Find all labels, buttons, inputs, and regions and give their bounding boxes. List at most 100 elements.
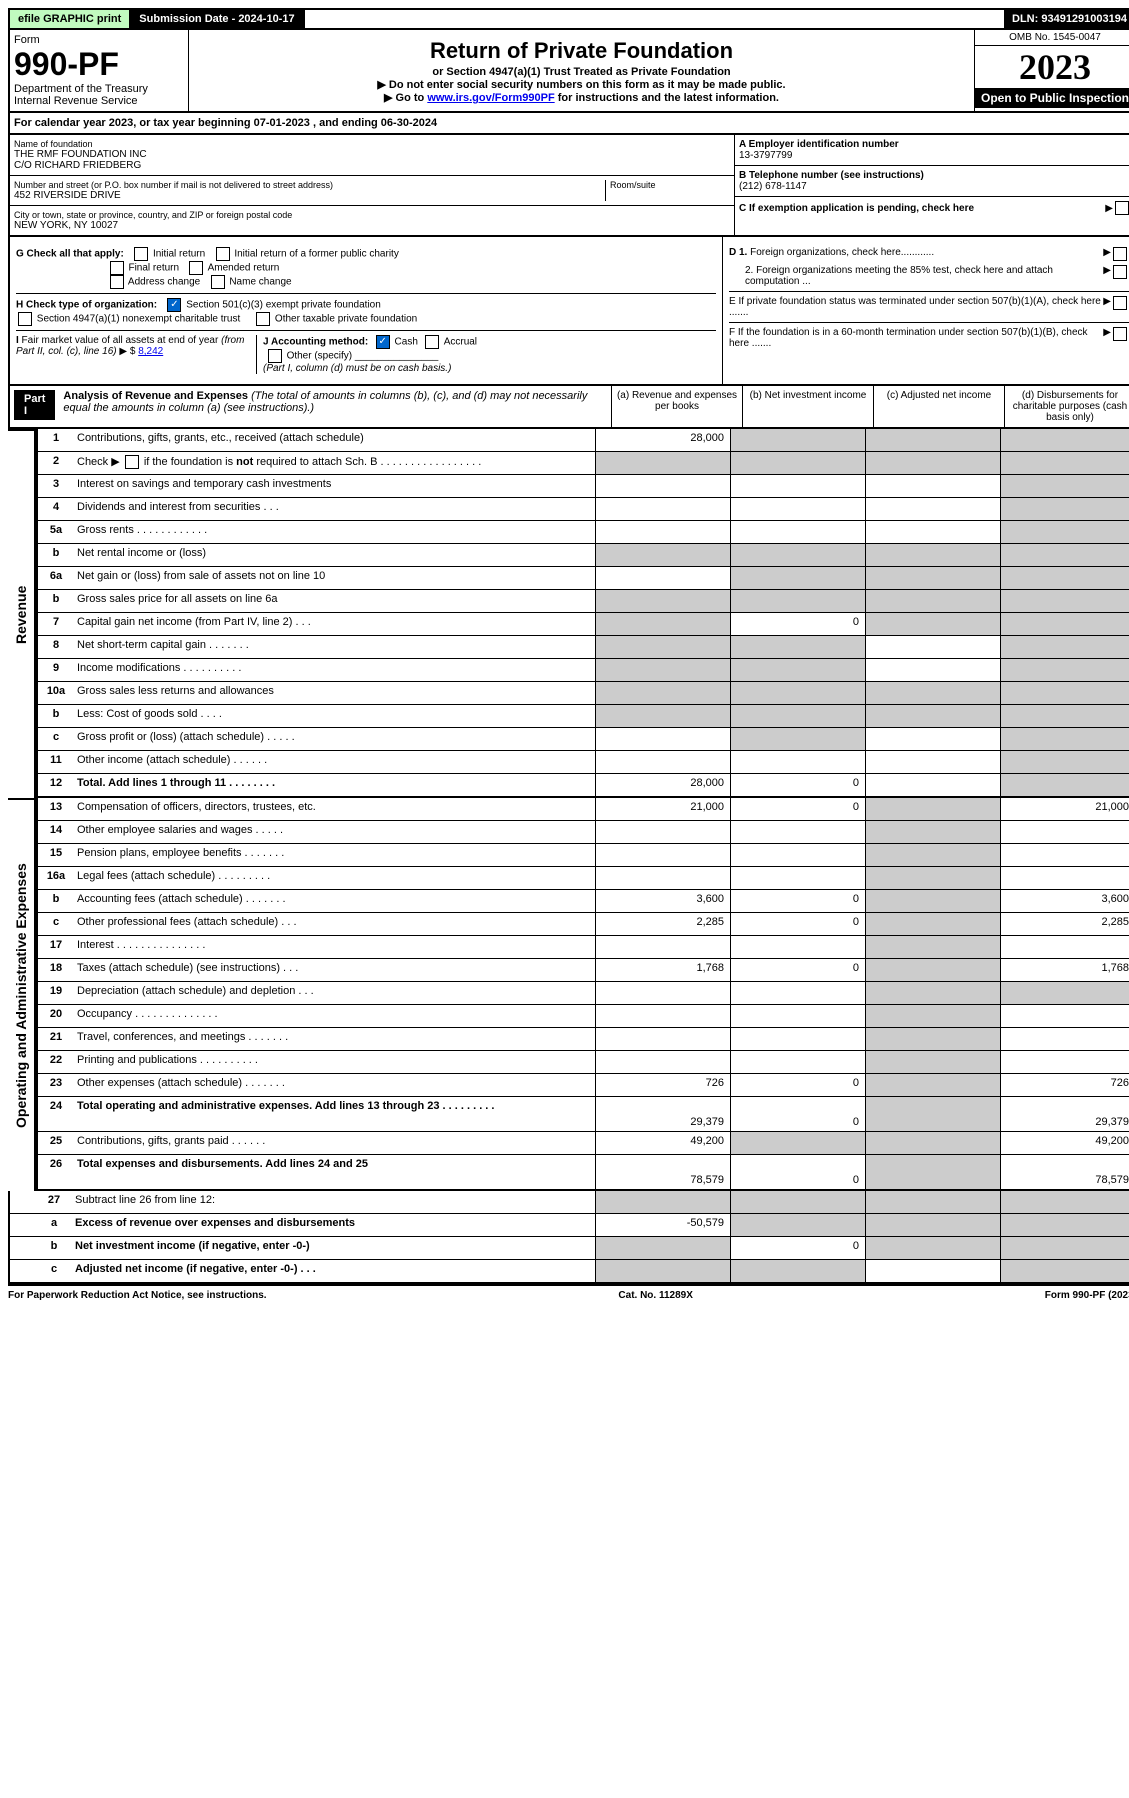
form-header: Form 990-PF Department of the Treasury I…	[8, 30, 1129, 113]
e-checkbox[interactable]	[1113, 296, 1127, 310]
efile-print-button[interactable]: efile GRAPHIC print	[10, 10, 131, 28]
checks-section: G Check all that apply: Initial return I…	[8, 237, 1129, 386]
line-24: 24Total operating and administrative exp…	[36, 1097, 1129, 1132]
form-title: Return of Private Foundation	[197, 38, 966, 64]
line-8: 8Net short-term capital gain . . . . . .…	[36, 636, 1129, 659]
footer: For Paperwork Reduction Act Notice, see …	[8, 1284, 1129, 1305]
g-addr-checkbox[interactable]	[110, 275, 124, 289]
g-initial-former-checkbox[interactable]	[216, 247, 230, 261]
j-cash-checkbox[interactable]	[376, 335, 390, 349]
form-footer: Form 990-PF (2023)	[1045, 1290, 1129, 1301]
line-6a: 6aNet gain or (loss) from sale of assets…	[36, 567, 1129, 590]
d1-label: Foreign organizations, check here.......…	[750, 247, 934, 258]
line-12: 12Total. Add lines 1 through 11 . . . . …	[36, 774, 1129, 798]
dept-label: Department of the Treasury	[14, 83, 184, 95]
phone-label: B Telephone number (see instructions)	[739, 170, 1129, 181]
line-16a: 16aLegal fees (attach schedule) . . . . …	[36, 867, 1129, 890]
line-13: 13Compensation of officers, directors, t…	[36, 798, 1129, 821]
line-23: 23Other expenses (attach schedule) . . .…	[36, 1074, 1129, 1097]
line-5b: bNet rental income or (loss)	[36, 544, 1129, 567]
line-22: 22Printing and publications . . . . . . …	[36, 1051, 1129, 1074]
d2-checkbox[interactable]	[1113, 265, 1127, 279]
c-checkbox[interactable]	[1115, 201, 1129, 215]
line-26: 26Total expenses and disbursements. Add …	[36, 1155, 1129, 1191]
h-row: H Check type of organization: Section 50…	[16, 293, 716, 326]
f-label: F If the foundation is in a 60-month ter…	[729, 327, 1103, 349]
omb-number: OMB No. 1545-0047	[975, 30, 1129, 46]
j-other-checkbox[interactable]	[268, 349, 282, 363]
line-15: 15Pension plans, employee benefits . . .…	[36, 844, 1129, 867]
g-name-checkbox[interactable]	[211, 275, 225, 289]
foundation-name1: THE RMF FOUNDATION INC	[14, 149, 730, 160]
h-4947-checkbox[interactable]	[18, 312, 32, 326]
addr-label: Number and street (or P.O. box number if…	[14, 180, 605, 190]
line2-checkbox[interactable]	[125, 455, 139, 469]
line-17: 17Interest . . . . . . . . . . . . . . .	[36, 936, 1129, 959]
line-11: 11Other income (attach schedule) . . . .…	[36, 751, 1129, 774]
i-value[interactable]: 8,242	[138, 346, 163, 357]
submission-date: Submission Date - 2024-10-17	[131, 10, 304, 28]
line-27: 27Subtract line 26 from line 12:	[8, 1191, 1129, 1214]
h-501c3-checkbox[interactable]	[167, 298, 181, 312]
opex-section: Operating and Administrative Expenses 13…	[8, 798, 1129, 1191]
line-10a: 10aGross sales less returns and allowanc…	[36, 682, 1129, 705]
form-note1: ▶ Do not enter social security numbers o…	[195, 78, 968, 91]
j-accrual-checkbox[interactable]	[425, 335, 439, 349]
foundation-addr: 452 RIVERSIDE DRIVE	[14, 190, 605, 201]
e-label: E If private foundation status was termi…	[729, 296, 1103, 318]
pra-notice: For Paperwork Reduction Act Notice, see …	[8, 1290, 267, 1301]
d2-label: 2. Foreign organizations meeting the 85%…	[729, 265, 1103, 287]
line-2: 2Check ▶ if the foundation is not requir…	[36, 452, 1129, 475]
line-10c: cGross profit or (loss) (attach schedule…	[36, 728, 1129, 751]
col-d-header: (d) Disbursements for charitable purpose…	[1004, 386, 1129, 427]
form-label: Form	[14, 34, 184, 46]
dln: DLN: 93491291003194	[1004, 10, 1129, 28]
line-3: 3Interest on savings and temporary cash …	[36, 475, 1129, 498]
foundation-name2: C/O RICHARD FRIEDBERG	[14, 160, 730, 171]
phone-value: (212) 678-1147	[739, 181, 1129, 192]
d1-checkbox[interactable]	[1113, 247, 1127, 261]
open-public-badge: Open to Public Inspection	[975, 88, 1129, 108]
line-20: 20Occupancy . . . . . . . . . . . . . .	[36, 1005, 1129, 1028]
opex-side-label: Operating and Administrative Expenses	[8, 798, 36, 1191]
line-27a: aExcess of revenue over expenses and dis…	[8, 1214, 1129, 1237]
f-checkbox[interactable]	[1113, 327, 1127, 341]
g-amended-checkbox[interactable]	[189, 261, 203, 275]
city-label: City or town, state or province, country…	[14, 210, 730, 220]
line-7: 7Capital gain net income (from Part IV, …	[36, 613, 1129, 636]
c-label: C If exemption application is pending, c…	[739, 203, 1105, 214]
form-subtitle: or Section 4947(a)(1) Trust Treated as P…	[195, 66, 968, 78]
line-4: 4Dividends and interest from securities …	[36, 498, 1129, 521]
foundation-city: NEW YORK, NY 10027	[14, 220, 730, 231]
line-6b: bGross sales price for all assets on lin…	[36, 590, 1129, 613]
tax-year: 2023	[975, 46, 1129, 88]
irs-label: Internal Revenue Service	[14, 95, 184, 107]
part1-badge: Part I	[14, 390, 55, 420]
line-5a: 5aGross rents . . . . . . . . . . . .	[36, 521, 1129, 544]
g-final-checkbox[interactable]	[110, 261, 124, 275]
foundation-info: Name of foundation THE RMF FOUNDATION IN…	[8, 135, 1129, 237]
line-9: 9Income modifications . . . . . . . . . …	[36, 659, 1129, 682]
h-other-tax-checkbox[interactable]	[256, 312, 270, 326]
irs-link[interactable]: www.irs.gov/Form990PF	[427, 92, 554, 104]
col-b-header: (b) Net investment income	[742, 386, 873, 427]
line-19: 19Depreciation (attach schedule) and dep…	[36, 982, 1129, 1005]
g-initial-checkbox[interactable]	[134, 247, 148, 261]
top-bar: efile GRAPHIC print Submission Date - 20…	[8, 8, 1129, 30]
line-25: 25Contributions, gifts, grants paid . . …	[36, 1132, 1129, 1155]
line-27c: cAdjusted net income (if negative, enter…	[8, 1260, 1129, 1284]
line-18: 18Taxes (attach schedule) (see instructi…	[36, 959, 1129, 982]
line-27b: bNet investment income (if negative, ent…	[8, 1237, 1129, 1260]
cat-no: Cat. No. 11289X	[267, 1290, 1045, 1301]
ein-label: A Employer identification number	[739, 139, 1129, 150]
line-16b: bAccounting fees (attach schedule) . . .…	[36, 890, 1129, 913]
calendar-year-line: For calendar year 2023, or tax year begi…	[8, 113, 1129, 135]
line-1: 1Contributions, gifts, grants, etc., rec…	[36, 429, 1129, 452]
revenue-side-label: Revenue	[8, 429, 36, 798]
form-number: 990-PF	[14, 46, 184, 83]
revenue-section: Revenue 1Contributions, gifts, grants, e…	[8, 429, 1129, 798]
room-label: Room/suite	[610, 180, 730, 190]
part1-header-row: Part I Analysis of Revenue and Expenses …	[8, 386, 1129, 429]
form-note2: ▶ Go to www.irs.gov/Form990PF for instru…	[195, 91, 968, 104]
ein-value: 13-3797799	[739, 150, 1129, 161]
